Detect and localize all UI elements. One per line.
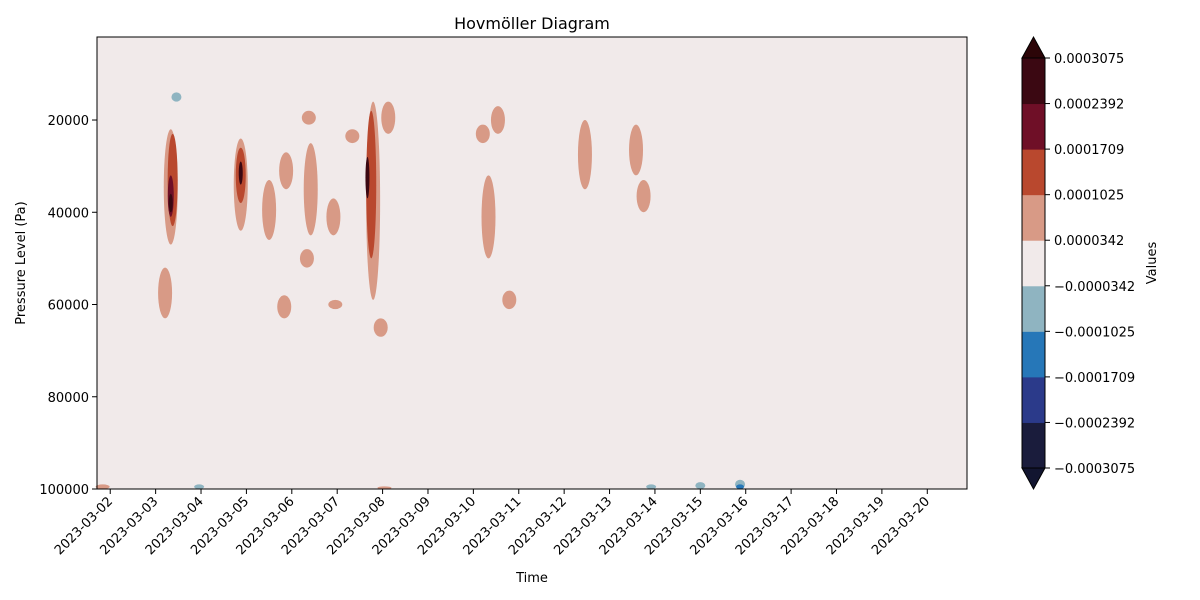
colorbar-band	[1022, 376, 1045, 423]
contour-feature	[328, 299, 343, 310]
colorbar-band	[1022, 240, 1045, 287]
y-axis-label: Pressure Level (Pa)	[14, 201, 29, 324]
plot-background	[97, 37, 967, 489]
colorbar-band	[1022, 194, 1045, 241]
contour-feature	[481, 175, 496, 259]
contour-feature	[366, 110, 377, 259]
contour-feature	[629, 124, 644, 176]
contour-feature	[475, 124, 490, 144]
contour-feature	[636, 179, 651, 213]
contour-feature	[262, 179, 277, 240]
contour-feature	[373, 318, 388, 337]
y-tick-label: 80000	[48, 391, 89, 406]
y-tick-label: 20000	[48, 114, 89, 129]
colorbar-band	[1022, 103, 1045, 150]
contour-feature	[577, 120, 592, 190]
y-tick-label: 100000	[39, 483, 89, 498]
contour-feature	[171, 92, 182, 102]
colorbar-band	[1022, 285, 1045, 332]
contour-feature	[502, 290, 517, 310]
x-axis-label: Time	[515, 571, 548, 586]
colorbar-extend-under	[1021, 467, 1046, 491]
colorbar-extend-over	[1021, 35, 1046, 59]
contour-features	[95, 92, 746, 490]
contour-feature	[194, 484, 205, 489]
colorbar-frame	[1021, 57, 1046, 469]
colorbar-tick-label: 0.0001709	[1054, 143, 1124, 158]
colorbar-tick-label: 0.0001025	[1054, 189, 1124, 204]
colorbar-band	[1022, 331, 1045, 378]
contour-feature	[381, 101, 396, 134]
chart-title: Hovmöller Diagram	[454, 14, 610, 33]
contour-feature	[277, 295, 292, 319]
colorbar-tick-label: −0.0000342	[1054, 280, 1135, 295]
colorbar-band	[1022, 58, 1045, 105]
contour-feature	[299, 249, 314, 268]
contour-feature	[301, 110, 316, 125]
y-axis: 20000 40000 60000 80000 100000	[39, 114, 97, 498]
contour-feature	[695, 482, 706, 489]
x-axis: 2023-03-022023-03-032023-03-042023-03-05…	[52, 489, 933, 558]
colorbar-tick-label: 0.0000342	[1054, 234, 1124, 249]
colorbar-label: Values	[1145, 242, 1160, 285]
colorbar-tick-label: 0.0003075	[1054, 52, 1124, 67]
contour-feature	[736, 484, 745, 489]
colorbar-tick-label: −0.0001709	[1054, 371, 1135, 386]
colorbar: −0.0003075 −0.0002392 −0.0001709 −0.0001025…	[1021, 35, 1135, 491]
plot-area	[95, 36, 968, 490]
contour-feature	[345, 129, 360, 144]
y-tick-label: 60000	[48, 299, 89, 314]
colorbar-tick-label: −0.0001025	[1054, 325, 1135, 340]
contour-feature	[490, 106, 505, 134]
contour-feature	[365, 156, 370, 199]
colorbar-band	[1022, 149, 1045, 196]
contour-feature	[303, 143, 318, 236]
contour-feature	[326, 198, 341, 236]
contour-feature	[279, 152, 294, 190]
colorbar-tick-label: 0.0002392	[1054, 98, 1124, 113]
colorbar-tick-label: −0.0003075	[1054, 462, 1135, 477]
colorbar-band	[1022, 422, 1045, 469]
contour-feature	[646, 484, 657, 489]
contour-feature	[168, 193, 173, 213]
y-tick-label: 40000	[48, 206, 89, 221]
contour-feature	[95, 484, 110, 489]
colorbar-tick-label: −0.0002392	[1054, 416, 1135, 431]
contour-feature	[158, 267, 173, 319]
contour-feature	[238, 161, 243, 185]
plot-frame	[96, 36, 968, 490]
